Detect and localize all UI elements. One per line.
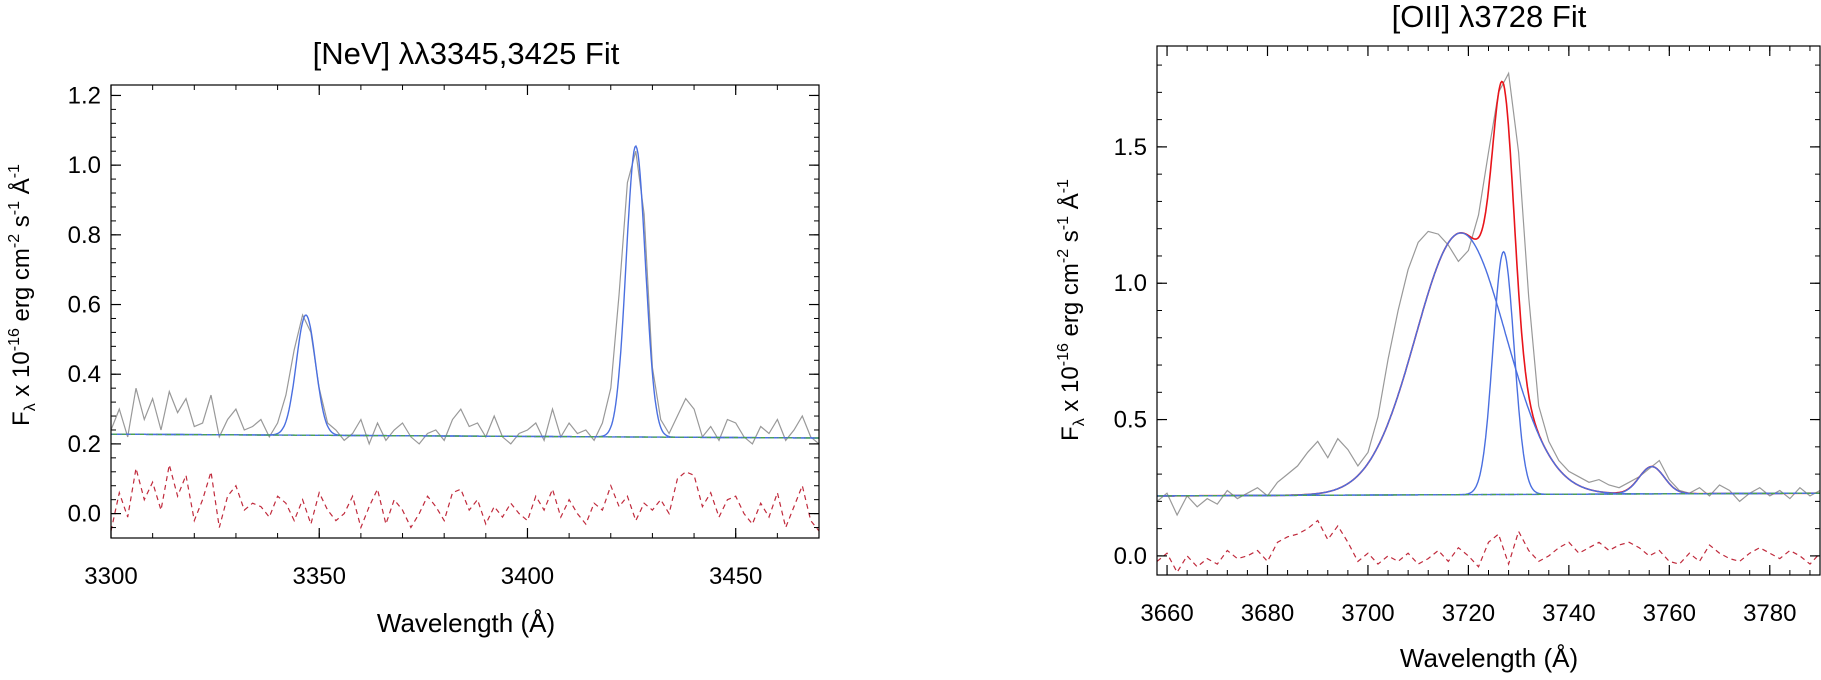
- nev-gaussian-component-2: [111, 144, 819, 439]
- nev-y-tick-label: 0.2: [68, 431, 101, 458]
- oii-gaussian-component-3: [1157, 465, 1820, 497]
- oii-x-tick-label: 3760: [1643, 600, 1696, 627]
- nev-plot-frame: [110, 84, 820, 539]
- oii-gaussian-component-1: [1157, 232, 1820, 497]
- nev-y-axis-label: Fλ x 10-16 erg cm-2 s-1 Å-1: [6, 164, 39, 426]
- nev-y-tick-label: 0.4: [68, 361, 101, 388]
- nev-data-spectrum: [111, 151, 819, 446]
- oii-chart-title: [OII] λ3728 Fit: [1392, 0, 1587, 34]
- oii-x-tick-label: 3700: [1341, 600, 1394, 627]
- nev-y-tick-label: 0.8: [68, 222, 101, 249]
- nev-y-tick-label: 1.2: [68, 82, 101, 109]
- nev-x-axis-label: Wavelength (Å): [377, 608, 555, 638]
- nev-x-tick-label: 3300: [84, 563, 137, 590]
- nev-x-tick-label: 3400: [501, 563, 554, 590]
- nev-x-tick-label: 3350: [293, 563, 346, 590]
- nev-continuum-overlay: [111, 433, 819, 439]
- oii-continuum-fit: [1157, 492, 1820, 497]
- oii-gaussian-component-2: [1157, 250, 1820, 497]
- oii-y-tick-label: 1.5: [1114, 134, 1147, 161]
- nev-chart-title: [NeV] λλ3345,3425 Fit: [313, 36, 620, 71]
- oii-x-axis-label: Wavelength (Å): [1400, 643, 1578, 673]
- oii-x-tick-label: 3720: [1442, 600, 1495, 627]
- oii-fit-panel: [OII] λ3728 Fit Wavelength (Å) Fλ x 10-1…: [1055, 0, 1821, 673]
- nev-y-tick-label: 0.6: [68, 292, 101, 319]
- oii-x-tick-label: 3780: [1743, 600, 1796, 627]
- oii-data-spectrum: [1157, 71, 1820, 517]
- oii-y-tick-label: 0.5: [1114, 407, 1147, 434]
- nev-y-tick-label: 0.0: [68, 501, 101, 528]
- nev-plot-area: [111, 144, 819, 532]
- nev-x-tick-label: 3450: [709, 563, 762, 590]
- oii-y-tick-label: 1.0: [1114, 270, 1147, 297]
- oii-plot-area: [1157, 71, 1820, 574]
- nev-residual: [111, 464, 819, 532]
- oii-residual: [1157, 519, 1820, 574]
- oii-x-tick-label: 3680: [1241, 600, 1294, 627]
- nev-gaussian-component-1: [111, 314, 819, 439]
- oii-x-tick-label: 3660: [1140, 600, 1193, 627]
- nev-fit-panel: [NeV] λλ3345,3425 Fit Wavelength (Å) Fλ …: [6, 36, 820, 638]
- oii-y-tick-label: 0.0: [1114, 543, 1147, 570]
- oii-x-tick-label: 3740: [1542, 600, 1595, 627]
- nev-y-tick-label: 1.0: [68, 152, 101, 179]
- oii-total-fit: [1157, 80, 1820, 497]
- oii-y-axis-label: Fλ x 10-16 erg cm-2 s-1 Å-1: [1055, 179, 1088, 441]
